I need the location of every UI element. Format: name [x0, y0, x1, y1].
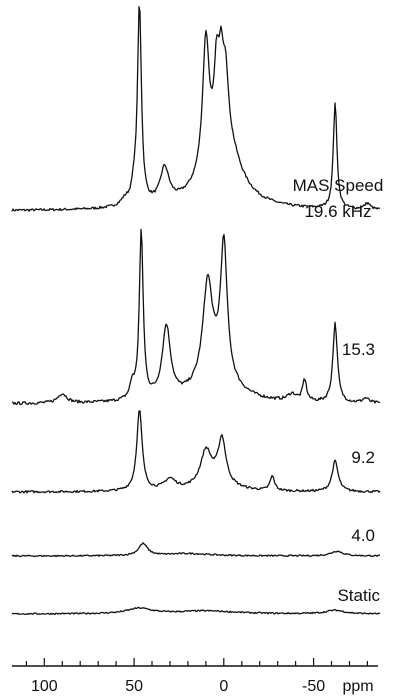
spectrum-label-1-line-1: MAS Speed — [293, 176, 384, 195]
spectrum-line-4 — [11, 542, 381, 558]
spectrum-label-2-line-1: 15.3 — [342, 340, 375, 359]
spectrum-line-3 — [11, 410, 381, 494]
x-axis-ticks: 100 50 0 -50 — [25, 658, 368, 695]
spectrum-label-4-line-1: 4.0 — [351, 526, 375, 545]
spectrum-label-5-line-1: Static — [337, 586, 380, 605]
spectrum-line-1 — [11, 6, 381, 212]
x-axis-label: ppm — [342, 678, 373, 695]
x-tick-label: 50 — [125, 678, 143, 695]
spectrum-label-1-line-2: 19.6 kHz — [304, 202, 371, 221]
spectrum-labels: MAS Speed 19.6 kHz 15.3 9.2 4.0 Static — [293, 176, 384, 605]
spectrum-label-3-line-1: 9.2 — [351, 448, 375, 467]
spectrum-line-5 — [11, 606, 381, 616]
x-tick-label: 100 — [31, 678, 58, 695]
x-tick-label: -50 — [302, 678, 325, 695]
spectrum-line-2 — [11, 228, 381, 406]
spectra-group — [11, 6, 381, 616]
x-tick-label: 0 — [219, 678, 228, 695]
x-axis: 100 50 0 -50 ppm — [12, 658, 378, 695]
